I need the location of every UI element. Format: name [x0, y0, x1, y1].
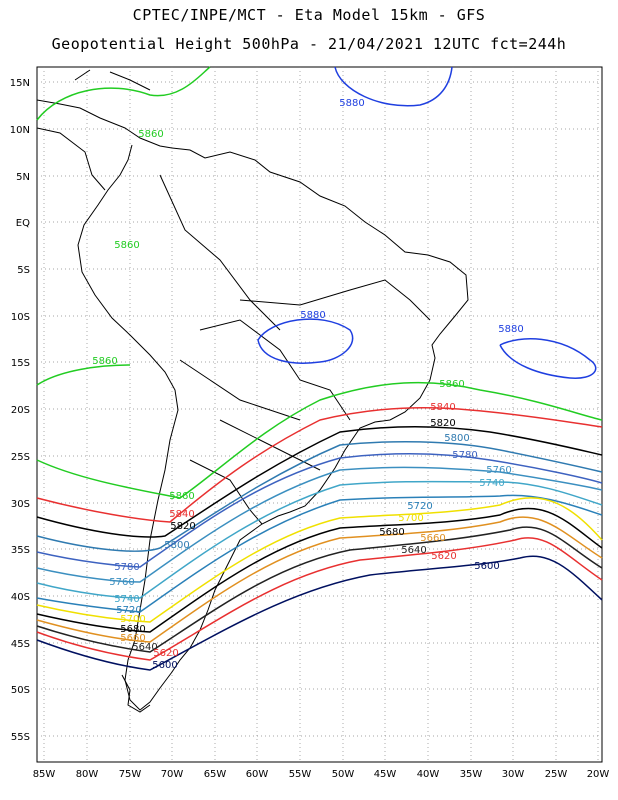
contour-label: 5740 [479, 478, 504, 489]
contour-label: 5780 [452, 450, 477, 461]
contour-label: 5600 [474, 561, 499, 572]
lon-tick-label: 75W [119, 769, 142, 780]
contour-5640 [36, 526, 603, 653]
lon-tick-label: 80W [76, 769, 99, 780]
lon-tick-label: 45W [374, 769, 397, 780]
contour-5880-north [334, 66, 453, 107]
contour-label: 5640 [132, 642, 157, 653]
contour-5660 [36, 516, 603, 643]
title-line-1: CPTEC/INPE/MCT - Eta Model 15km - GFS [132, 6, 486, 24]
lon-tick-label: 70W [161, 769, 184, 780]
contour-label: 5860 [138, 129, 163, 140]
lat-tick-label: 45S [11, 639, 30, 650]
contour-label: 5880 [498, 324, 523, 335]
lat-tick-label: 25S [11, 452, 30, 463]
lon-tick-label: 40W [417, 769, 440, 780]
contour-label: 5680 [379, 527, 404, 538]
coastlines [36, 69, 469, 713]
lat-tick-label: 15N [10, 78, 30, 89]
contour-label: 5780 [114, 562, 139, 573]
latitude-labels: 15N 10N 5N EQ 5S 10S 15S 20S 25S 30S 35S 40S 45S 50S 5… [10, 78, 30, 743]
contour-5740 [36, 480, 603, 599]
contour-label: 5800 [444, 433, 469, 444]
lat-tick-label: 20S [11, 405, 30, 416]
contour-label: 5720 [407, 501, 432, 512]
lon-tick-label: 85W [33, 769, 56, 780]
contour-5620 [36, 537, 603, 661]
contour-5760 [36, 466, 603, 583]
contour-label: 5880 [339, 98, 364, 109]
contour-label: 5620 [153, 648, 178, 659]
contour-5600 [36, 555, 603, 671]
contour-5700 [36, 497, 603, 623]
contour-label: 5720 [116, 605, 141, 616]
lat-tick-label: 55S [11, 732, 30, 743]
lon-tick-label: 65W [204, 769, 227, 780]
contour-label: 5620 [431, 551, 456, 562]
contour-5780 [36, 452, 603, 568]
height-contours [36, 66, 603, 671]
lon-tick-label: 60W [246, 769, 269, 780]
contour-label: 5700 [120, 614, 145, 625]
lat-tick-label: 15S [11, 358, 30, 369]
longitude-labels: 85W 80W 75W 70W 65W 60W 55W 50W 45W 40W 35W 30W 25W 2… [33, 769, 610, 780]
contour-label: 5600 [152, 660, 177, 671]
title-line-2: Geopotential Height 500hPa - 21/04/2021 … [51, 35, 567, 53]
contour-label: 5760 [486, 465, 511, 476]
contour-label: 5860 [92, 356, 117, 367]
lon-tick-label: 35W [460, 769, 483, 780]
contour-label: 5820 [170, 521, 195, 532]
lat-tick-label: 10N [10, 125, 30, 136]
contour-label: 5860 [114, 240, 139, 251]
lon-tick-label: 50W [332, 769, 355, 780]
lon-tick-label: 20W [587, 769, 610, 780]
contour-label: 5840 [430, 402, 455, 413]
contour-label: 5660 [420, 533, 445, 544]
contour-label: 5640 [401, 545, 426, 556]
contour-label: 5700 [398, 513, 423, 524]
contour-5840 [36, 406, 603, 523]
lat-tick-label: 30S [11, 499, 30, 510]
lon-tick-label: 25W [545, 769, 568, 780]
contour-label: 5880 [300, 310, 325, 321]
contour-5720 [36, 494, 603, 613]
contour-label: 5800 [164, 540, 189, 551]
lat-tick-label: 40S [11, 592, 30, 603]
contour-5820 [36, 426, 603, 538]
lat-tick-label: EQ [16, 218, 30, 229]
contour-labels: 5880 5880 5880 5860 5860 5860 5860 5860 5840 5840… [92, 98, 523, 671]
contour-label: 5760 [109, 577, 134, 588]
lon-tick-label: 55W [289, 769, 312, 780]
lat-tick-label: 5S [17, 265, 30, 276]
lat-tick-label: 10S [11, 312, 30, 323]
lon-tick-label: 30W [502, 769, 525, 780]
contour-5880-east [499, 338, 597, 379]
contour-5860-main [36, 381, 603, 499]
contour-label: 5740 [114, 594, 139, 605]
contour-label: 5860 [169, 491, 194, 502]
contour-label: 5860 [439, 379, 464, 390]
contour-5680 [36, 507, 603, 633]
contour-label: 5660 [120, 633, 145, 644]
contour-5860-west [36, 364, 131, 386]
lat-tick-label: 5N [16, 172, 30, 183]
contour-label: 5680 [120, 624, 145, 635]
contour-5860-north [36, 66, 211, 121]
contour-5880-center [257, 318, 354, 364]
contour-label: 5840 [169, 509, 194, 520]
contour-label: 5820 [430, 418, 455, 429]
lat-tick-label: 50S [11, 685, 30, 696]
lat-tick-label: 35S [11, 545, 30, 556]
contour-5800 [36, 440, 603, 552]
